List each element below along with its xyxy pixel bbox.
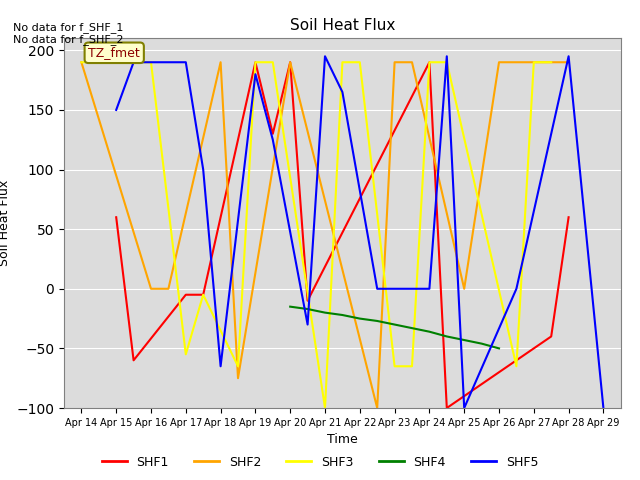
SHF3 (513, 363, 520, 369)
SHF1 (564, 215, 572, 220)
SHF4 (426, 329, 433, 335)
SHF1 (113, 215, 120, 220)
SHF5 (130, 60, 138, 65)
SHF2 (564, 60, 572, 65)
SHF2 (495, 60, 503, 65)
Line: SHF5: SHF5 (116, 56, 604, 408)
SHF4 (443, 334, 451, 339)
SHF1 (443, 405, 451, 411)
SHF4 (495, 346, 503, 351)
SHF3 (182, 351, 189, 357)
SHF5 (200, 167, 207, 172)
SHF5 (339, 89, 346, 95)
Y-axis label: Soil Heat Flux: Soil Heat Flux (0, 180, 11, 266)
SHF1 (426, 60, 433, 65)
SHF1 (252, 60, 259, 65)
SHF4 (339, 312, 346, 318)
SHF1 (304, 298, 312, 303)
SHF3 (443, 60, 451, 65)
SHF1 (130, 358, 138, 363)
SHF5 (513, 286, 520, 292)
SHF2 (373, 405, 381, 411)
Text: TZ_fmet: TZ_fmet (88, 46, 140, 60)
SHF2 (164, 286, 172, 292)
SHF5 (304, 322, 312, 327)
SHF5 (113, 107, 120, 113)
SHF3 (547, 60, 555, 65)
SHF5 (269, 137, 276, 143)
SHF5 (252, 72, 259, 77)
SHF1 (286, 60, 294, 65)
SHF4 (391, 322, 399, 327)
SHF3 (391, 363, 399, 369)
X-axis label: Time: Time (327, 433, 358, 446)
SHF5 (426, 286, 433, 292)
SHF2 (391, 60, 399, 65)
SHF1 (269, 131, 276, 137)
SHF5 (321, 53, 329, 59)
Text: No data for f_SHF_1
No data for f_SHF_2: No data for f_SHF_1 No data for f_SHF_2 (13, 22, 124, 45)
SHF3 (321, 405, 329, 411)
SHF3 (234, 363, 242, 369)
SHF3 (408, 363, 416, 369)
SHF5 (460, 405, 468, 411)
SHF5 (443, 53, 451, 59)
SHF3 (252, 60, 259, 65)
SHF1 (182, 292, 189, 298)
Line: SHF1: SHF1 (116, 62, 568, 408)
SHF2 (286, 60, 294, 65)
SHF4 (304, 306, 312, 312)
SHF4 (477, 341, 486, 347)
SHF3 (77, 60, 85, 65)
SHF4 (356, 316, 364, 322)
SHF5 (217, 363, 225, 369)
SHF3 (426, 60, 433, 65)
SHF2 (217, 60, 225, 65)
SHF3 (269, 60, 276, 65)
SHF4 (408, 325, 416, 331)
Line: SHF4: SHF4 (290, 307, 499, 348)
Legend: SHF1, SHF2, SHF3, SHF4, SHF5: SHF1, SHF2, SHF3, SHF4, SHF5 (97, 451, 543, 474)
SHF5 (564, 53, 572, 59)
Line: SHF2: SHF2 (81, 62, 568, 408)
SHF5 (373, 286, 381, 292)
SHF5 (600, 405, 607, 411)
SHF4 (460, 337, 468, 343)
SHF3 (200, 292, 207, 298)
SHF2 (147, 286, 155, 292)
SHF2 (234, 375, 242, 381)
SHF3 (147, 60, 155, 65)
Line: SHF3: SHF3 (81, 62, 551, 408)
SHF4 (286, 304, 294, 310)
SHF2 (77, 60, 85, 65)
SHF2 (460, 286, 468, 292)
SHF4 (373, 318, 381, 324)
SHF3 (356, 60, 364, 65)
SHF5 (182, 60, 189, 65)
SHF3 (339, 60, 346, 65)
Title: Soil Heat Flux: Soil Heat Flux (290, 18, 395, 33)
SHF2 (408, 60, 416, 65)
SHF5 (147, 60, 155, 65)
SHF1 (547, 334, 555, 339)
SHF4 (321, 310, 329, 315)
SHF1 (200, 292, 207, 298)
SHF3 (530, 60, 538, 65)
SHF3 (113, 60, 120, 65)
SHF5 (391, 286, 399, 292)
